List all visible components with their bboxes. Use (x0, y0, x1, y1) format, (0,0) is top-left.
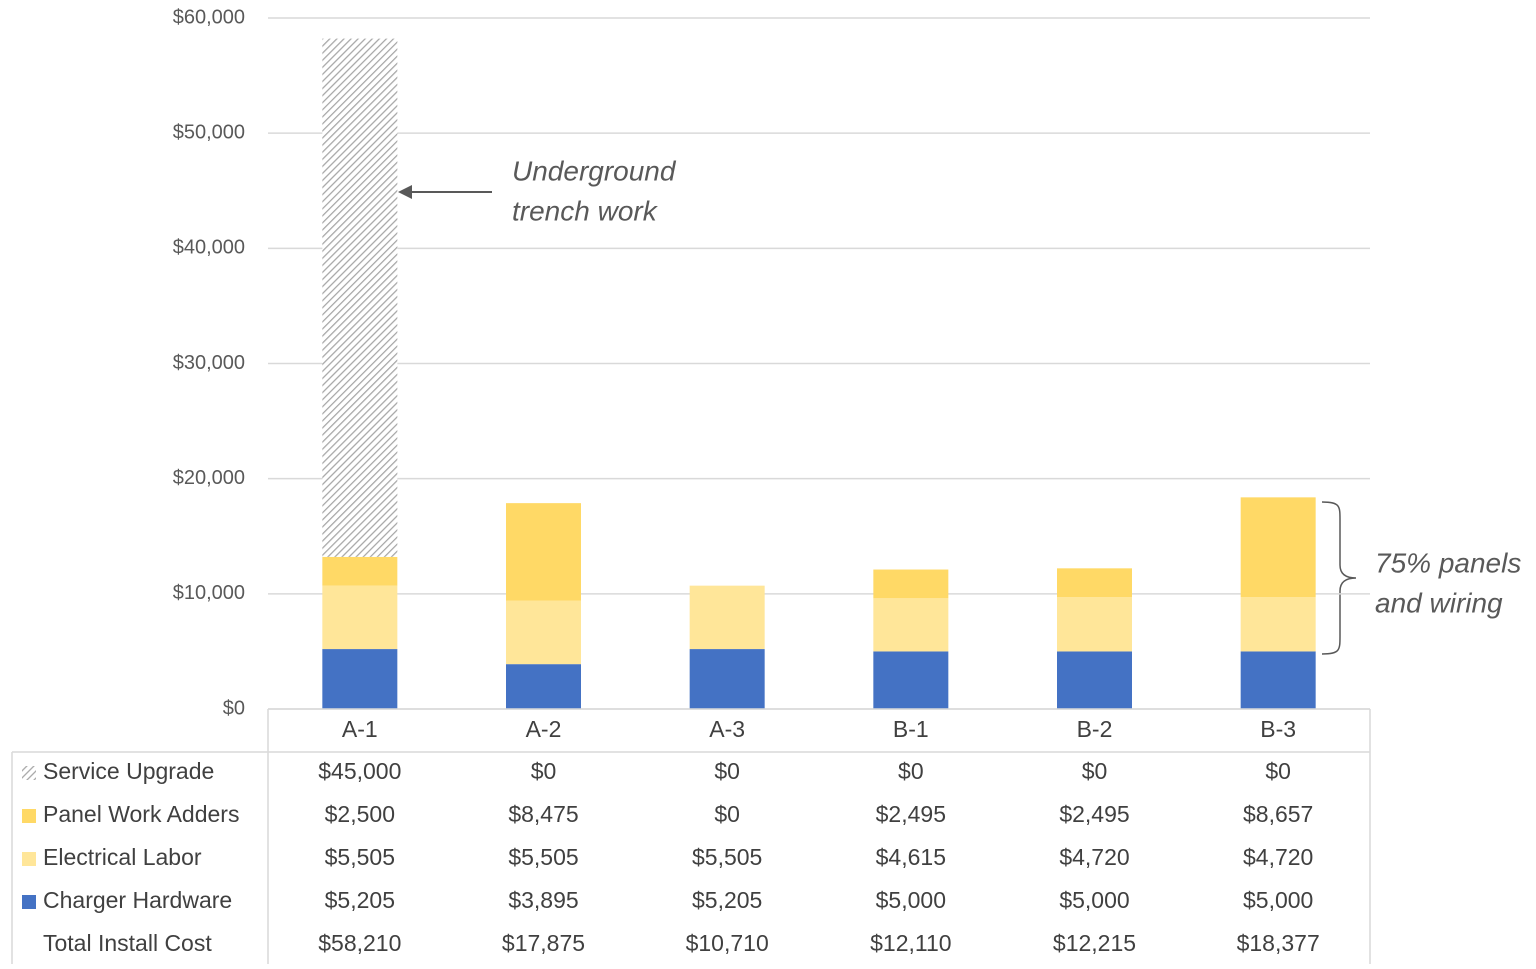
y-tick-label: $30,000 (173, 352, 245, 374)
total-label: Total Install Cost (43, 930, 212, 956)
table-cell: $0 (714, 801, 740, 827)
table-cell: $4,720 (1059, 844, 1129, 870)
table-cell: $0 (1082, 758, 1108, 784)
brace (1321, 501, 1357, 655)
arrow-head (398, 185, 412, 199)
table-cell: $4,615 (876, 844, 946, 870)
annotation: trench work (512, 195, 659, 226)
y-tick-label: $50,000 (173, 121, 245, 143)
bar-segment (322, 585, 398, 650)
x-tick-label: A-3 (709, 716, 745, 742)
bar-segment (1240, 497, 1316, 598)
table-cell: $5,000 (876, 887, 946, 913)
bar-segment (1240, 597, 1316, 652)
table-cell: $5,505 (508, 844, 578, 870)
annotation: and wiring (1375, 587, 1503, 618)
bar-segment (873, 569, 949, 599)
legend-label: Panel Work Adders (43, 801, 239, 827)
bar-segment (1240, 651, 1316, 709)
table-cell: $12,110 (870, 930, 951, 956)
bar-segment (1057, 568, 1132, 598)
bar-segment (322, 649, 398, 709)
y-tick-label: $10,000 (173, 582, 245, 604)
table-cell: $5,000 (1059, 887, 1129, 913)
table-cell: $45,000 (318, 758, 401, 784)
table-cell: $2,495 (876, 801, 946, 827)
y-tick-label: $0 (223, 697, 245, 719)
bar-segment (506, 503, 581, 601)
table-cell: $5,205 (692, 887, 762, 913)
legend-label: Service Upgrade (43, 758, 214, 784)
table-cell: $58,210 (318, 930, 401, 956)
table-cell: $0 (714, 758, 740, 784)
x-tick-label: B-1 (893, 716, 929, 742)
table-cell: $0 (531, 758, 557, 784)
table-cell: $2,495 (1059, 801, 1129, 827)
x-tick-label: A-1 (342, 716, 378, 742)
table-cell: $2,500 (325, 801, 395, 827)
bar-segment (506, 600, 581, 665)
table-cell: $5,505 (692, 844, 762, 870)
annotation: 75% panels (1375, 547, 1521, 578)
legend-swatch (22, 895, 36, 909)
x-tick-label: B-2 (1077, 716, 1113, 742)
legend-swatch (22, 809, 36, 823)
annotation: Underground (512, 155, 677, 186)
table-cell: $5,205 (325, 887, 395, 913)
legend-label: Charger Hardware (43, 887, 232, 913)
table-cell: $4,720 (1243, 844, 1313, 870)
table-cell: $10,710 (686, 930, 769, 956)
y-tick-label: $40,000 (173, 237, 245, 259)
table-cell: $0 (898, 758, 924, 784)
legend-swatch (22, 766, 36, 780)
table-cell: $8,657 (1243, 801, 1313, 827)
bar-segment (1057, 651, 1132, 709)
y-tick-label: $60,000 (173, 6, 245, 28)
table-cell: $5,505 (325, 844, 395, 870)
bar-segment (689, 585, 765, 650)
table-cell: $5,000 (1243, 887, 1313, 913)
table-cell: $18,377 (1237, 930, 1320, 956)
legend-swatch (22, 852, 36, 866)
bar-segment (322, 556, 398, 586)
table-cell: $3,895 (508, 887, 578, 913)
y-tick-label: $20,000 (173, 467, 245, 489)
bar-segment (873, 598, 949, 652)
x-tick-label: B-3 (1260, 716, 1296, 742)
bar-segment (873, 651, 949, 709)
x-tick-label: A-2 (526, 716, 562, 742)
bar-segment (1057, 597, 1132, 652)
table-cell: $12,215 (1053, 930, 1136, 956)
bar-segment (506, 664, 581, 709)
legend-label: Electrical Labor (43, 844, 202, 870)
table-cell: $8,475 (508, 801, 578, 827)
table-cell: $0 (1265, 758, 1291, 784)
bar-segment (322, 38, 398, 557)
table-cell: $17,875 (502, 930, 585, 956)
bar-segment (689, 649, 765, 709)
